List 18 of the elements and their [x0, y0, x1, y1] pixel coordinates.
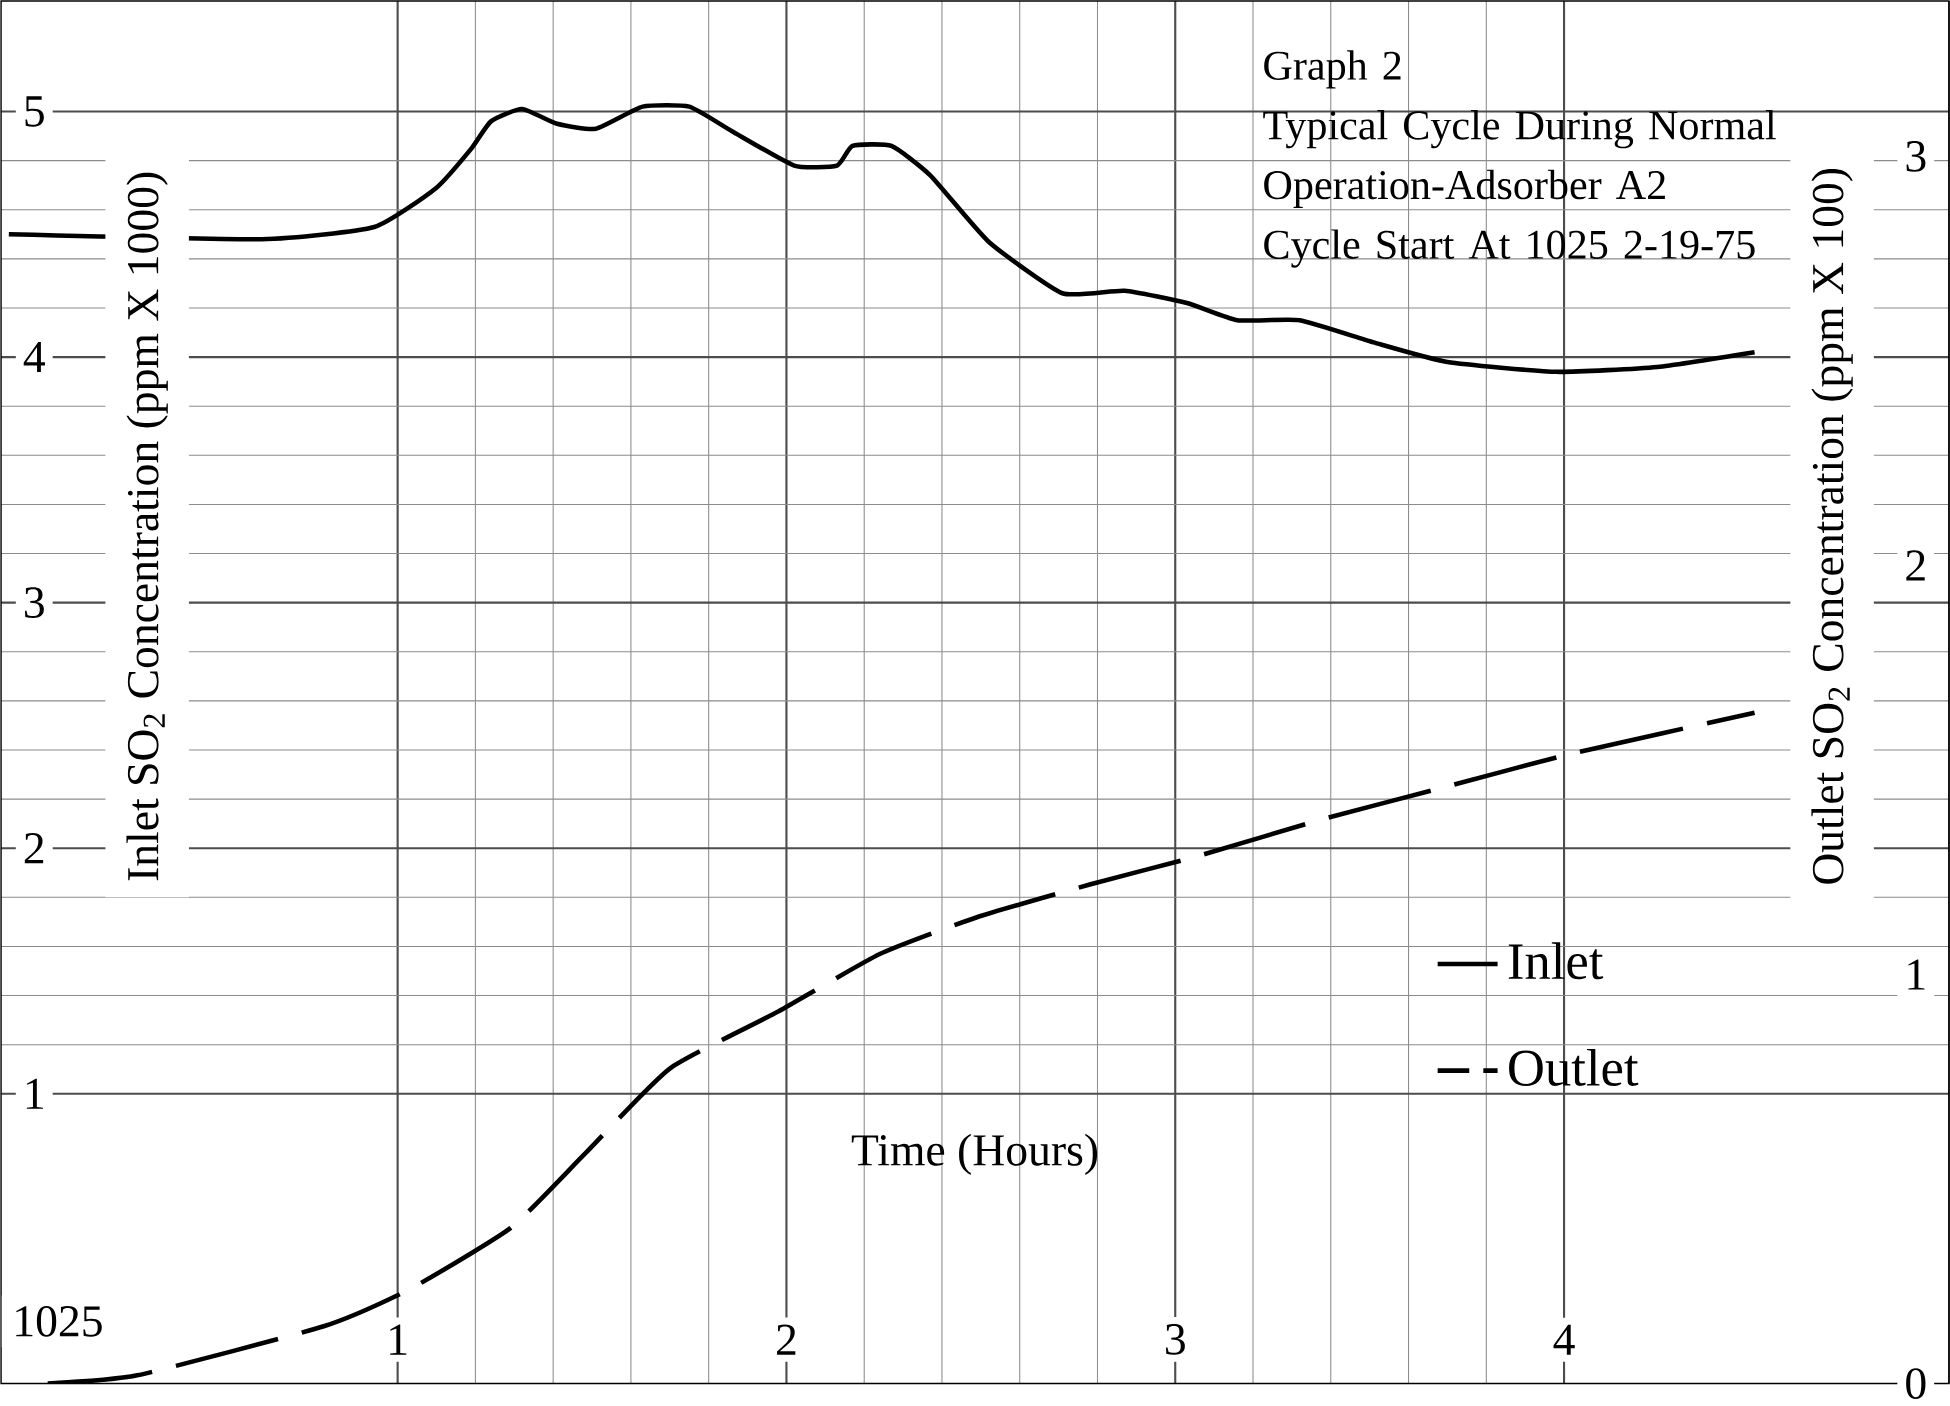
x-tick-label: 4 — [1553, 1324, 1575, 1355]
y-tick-label: 5 — [25, 96, 44, 127]
x-tick-label: 3 — [1166, 1324, 1185, 1355]
y2-tick-label: 3 — [1906, 141, 1926, 172]
y2-tick-label: 2 — [1906, 550, 1925, 581]
y-tick-label: 4 — [23, 342, 45, 373]
y2-tick-label: 1 — [1908, 959, 1925, 990]
y-tick-label: 2 — [24, 833, 44, 864]
annotation: 1025 — [16, 1305, 102, 1337]
y2-axis-title: Outlet SO$_{2}$ Concentration (ppm X 100) — [1811, 168, 1853, 884]
x-tick-label: 2 — [777, 1324, 796, 1355]
text: Graph 2 — [1264, 50, 1401, 89]
y-tick-label: 1 — [26, 1078, 43, 1109]
x-tick-label: 1 — [390, 1324, 407, 1355]
y-tick-label: 3 — [25, 587, 44, 618]
y-axis-title: Inlet SO$_{2}$ Concentration (ppm X 1000) — [126, 172, 168, 881]
x-axis-title: Time (Hours) — [851, 1133, 1098, 1175]
y2-tick-label: 0 — [1906, 1368, 1926, 1399]
